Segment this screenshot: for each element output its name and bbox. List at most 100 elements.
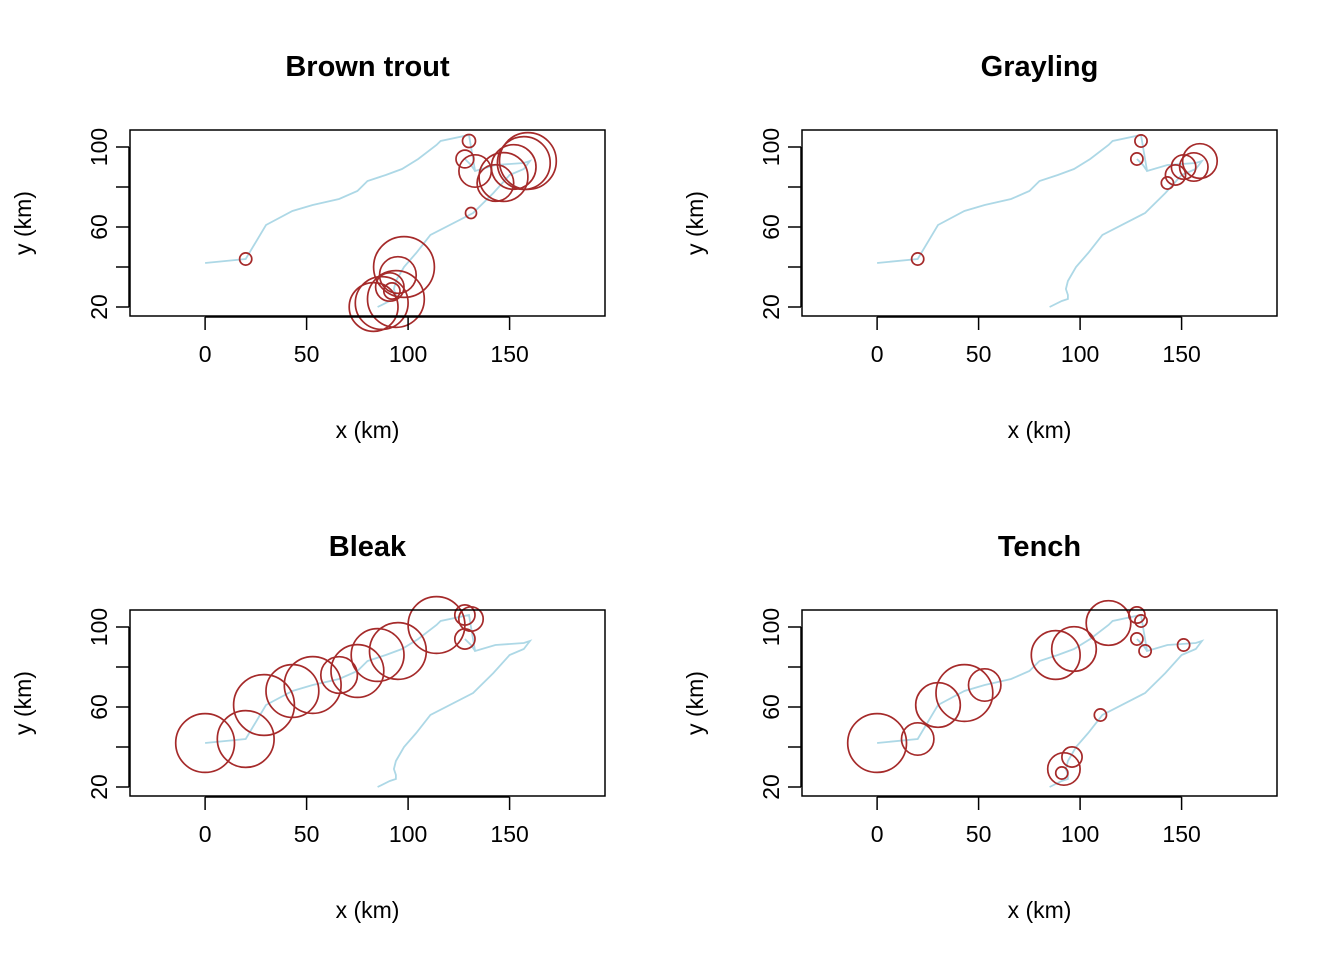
data-circle — [846, 712, 908, 774]
river-line — [877, 133, 1205, 308]
data-circle — [910, 252, 925, 266]
x-tick-label: 150 — [1162, 341, 1200, 367]
panel-3: Bleak 0 50 100 150 x (km) 20 60 100 y (km) — [10, 531, 606, 923]
y-axis-label: y (km) — [10, 671, 36, 735]
data-circle — [478, 151, 529, 203]
data-circle — [476, 163, 515, 203]
data-circle — [1164, 164, 1187, 186]
data-circle — [330, 643, 385, 699]
y-tick-label: 100 — [86, 608, 112, 646]
data-circle — [453, 628, 476, 650]
data-circle — [1178, 151, 1209, 183]
data-circle — [382, 282, 401, 300]
river-line — [1136, 158, 1148, 172]
x-tick-label: 150 — [1162, 821, 1200, 847]
y-tick-label: 100 — [758, 128, 784, 166]
panel-2: Grayling 0 50 100 150 x (km) 20 60 100 y (km) — [682, 51, 1278, 443]
panel-title: Tench — [998, 531, 1081, 563]
data-circle — [366, 269, 426, 329]
x-tick-label: 100 — [389, 821, 427, 847]
y-tick-label: 20 — [86, 294, 112, 320]
plot-frame — [129, 609, 606, 797]
river-line — [877, 613, 1205, 788]
data-circle — [1054, 766, 1069, 780]
x-tick-label: 0 — [871, 821, 884, 847]
data-circle — [1127, 606, 1146, 624]
y-tick-label: 20 — [758, 774, 784, 800]
x-tick-label: 0 — [199, 821, 212, 847]
x-tick-label: 100 — [1061, 821, 1099, 847]
panel-4: Tench 0 50 100 150 x (km) 20 60 100 y (km) — [682, 531, 1278, 923]
data-circle — [1181, 142, 1219, 180]
data-circle — [1061, 746, 1083, 768]
x-axis-label: x (km) — [336, 417, 400, 443]
x-tick-label: 0 — [199, 341, 212, 367]
data-circle — [1134, 134, 1148, 148]
data-circle — [1129, 632, 1144, 646]
panel-title: Brown trout — [285, 51, 450, 83]
data-circle — [232, 673, 296, 737]
data-circle — [498, 131, 558, 191]
data-circle — [1134, 614, 1148, 628]
y-axis-label: y (km) — [682, 671, 708, 735]
data-circle — [461, 133, 477, 149]
data-circle — [1160, 176, 1175, 190]
x-tick-label: 150 — [490, 341, 528, 367]
x-tick-label: 100 — [1061, 341, 1099, 367]
y-axis-label: y (km) — [682, 191, 708, 255]
y-tick-label: 60 — [758, 694, 784, 720]
data-circle — [1129, 152, 1144, 166]
x-tick-label: 50 — [294, 341, 320, 367]
x-axis-label: x (km) — [1008, 897, 1072, 923]
data-circle — [174, 712, 236, 774]
river-line — [205, 613, 533, 788]
data-circle — [1138, 644, 1153, 658]
plot-frame — [801, 129, 1278, 317]
data-circle — [464, 206, 478, 220]
x-tick-label: 100 — [389, 341, 427, 367]
x-tick-label: 50 — [966, 821, 992, 847]
data-circle — [1050, 625, 1098, 673]
y-tick-label: 60 — [86, 214, 112, 240]
river-line — [464, 638, 476, 652]
data-circle — [935, 663, 994, 723]
plot-frame — [129, 129, 606, 317]
data-circle — [1085, 599, 1132, 647]
x-tick-label: 50 — [294, 821, 320, 847]
data-circle — [216, 709, 275, 769]
y-tick-label: 20 — [758, 294, 784, 320]
panel-title: Bleak — [329, 531, 407, 563]
data-circle — [238, 252, 253, 266]
data-circle — [1176, 638, 1191, 652]
y-tick-label: 100 — [758, 608, 784, 646]
data-circle — [283, 655, 342, 715]
data-circle — [1093, 708, 1108, 722]
y-tick-label: 20 — [86, 774, 112, 800]
data-circle — [1030, 629, 1081, 681]
y-tick-label: 60 — [758, 214, 784, 240]
data-circle — [455, 149, 475, 169]
y-tick-label: 100 — [86, 128, 112, 166]
data-circle — [490, 143, 537, 191]
data-circle — [319, 655, 359, 695]
plot-frame — [801, 609, 1278, 797]
x-axis-label: x (km) — [336, 897, 400, 923]
data-circle — [374, 271, 405, 303]
panel-title: Grayling — [981, 51, 1099, 83]
data-circle — [348, 281, 399, 333]
y-axis-label: y (km) — [10, 191, 36, 255]
x-tick-label: 50 — [966, 341, 992, 367]
x-tick-label: 0 — [871, 341, 884, 367]
x-tick-label: 150 — [490, 821, 528, 847]
y-tick-label: 60 — [86, 694, 112, 720]
data-circle — [967, 667, 1002, 703]
data-circle — [350, 627, 405, 683]
data-circle — [453, 604, 476, 626]
panel-1: Brown trout 0 50 100 150 x (km) 20 60 100 y (km) — [10, 51, 606, 443]
x-axis-label: x (km) — [1008, 417, 1072, 443]
data-circle — [900, 721, 935, 757]
data-circle — [372, 235, 436, 299]
data-circle — [1046, 751, 1081, 787]
